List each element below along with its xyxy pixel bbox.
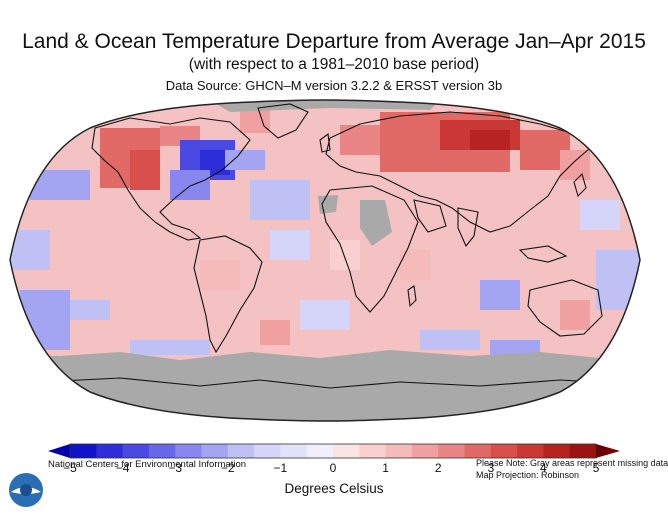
colorbar-tick-label: 0 [329,461,337,475]
uk-outline [319,132,331,153]
anomaly-cell [10,230,50,270]
japan-outline [573,172,587,198]
anomaly-cell [260,320,290,345]
colorbar-segment [569,444,597,458]
anomaly-cell [130,150,160,190]
anomaly-cell [300,300,350,330]
colorbar-cold-arrow [48,444,70,458]
anomaly-cell [490,340,540,355]
missing-data-africa [360,200,392,246]
arabia-outline [413,199,447,233]
anomaly-cell [270,230,310,260]
colorbar-tick-label: −2 [220,461,235,475]
australia-outline [527,279,603,337]
colorbar-tick-label: 2 [434,461,442,475]
colorbar-segment [411,444,439,458]
colorbar-segment [517,444,544,458]
colorbar-segment [254,444,281,458]
colorbar-tick-label: −3 [168,461,183,475]
colorbar-tick-label: 5 [592,461,600,475]
colorbar-tick-label: −4 [115,461,130,475]
colorbar-segment [70,444,97,458]
madagascar-outline [407,285,417,308]
continent-outlines [39,103,631,389]
missing-data-north [210,100,440,112]
map-subtitle: (with respect to a 1981–2010 base period… [188,56,480,73]
anomaly-cell [580,200,620,230]
noaa-logo-icon [9,473,43,507]
greenland-outline [257,103,309,139]
colorbar-segment [464,444,492,458]
colorbar-segment [280,444,308,458]
anomaly-cell [480,280,520,310]
anomaly-cell [420,330,480,350]
globe-border [9,99,641,422]
colorbar-tick-label: 3 [487,461,495,475]
colorbar-segment [543,444,571,458]
indonesia-outline [518,245,568,263]
colorbar-segment [306,444,334,458]
colorbar-tick-label: 4 [540,461,547,475]
colorbar-segment [385,444,413,458]
colorbar-frame [69,443,597,459]
anomaly-cell [330,240,360,270]
colorbar-segment [175,444,202,458]
agency-name: National Centers for Environmental Infor… [48,459,247,470]
india-outline [457,207,479,248]
anomaly-grid [10,108,640,355]
projection-note: Map Projection: Robinson [476,470,580,480]
north-america-outline [91,117,251,241]
colorbar-units: Degrees Celsius [284,481,384,496]
anomaly-cell [200,260,240,290]
eurasia-outline [325,111,591,233]
anomaly-cell [170,170,210,200]
anomaly-cell [560,150,590,180]
colorbar-segment [96,444,124,458]
colorbar-segment [333,444,360,458]
colorbar-tick-label: 1 [382,461,389,475]
africa-outline [321,185,419,313]
anomaly-cell [70,300,110,320]
antarctica-outline [39,377,631,389]
colorbar-segment [148,444,176,458]
anomaly-cell [560,300,590,330]
colorbar-segment [359,444,387,458]
map-title: Land & Ocean Temperature Departure from … [22,30,646,53]
anomaly-cell [130,340,210,355]
colorbar-segment [201,444,229,458]
anomaly-cell [470,130,510,150]
colorbar-tick-label: −5 [63,461,77,475]
data-source: Data Source: GHCN–M version 3.2.2 & ERSS… [165,78,503,93]
anomaly-cell [250,180,310,220]
colorbar-tick-label: −1 [273,461,288,475]
anomaly-cell [225,150,265,170]
missing-data-note: Please Note: Gray areas represent missin… [476,458,668,468]
colorbar-warm-arrow [596,444,620,458]
colorbar-segment [438,444,465,458]
colorbar-segment [490,444,518,458]
colorbar-segment [122,444,150,458]
anomaly-cell [240,108,270,133]
colorbar-segment [227,444,255,458]
south-america-outline [193,235,263,354]
footer-note: Please Note: Gray areas represent missin… [476,457,668,481]
